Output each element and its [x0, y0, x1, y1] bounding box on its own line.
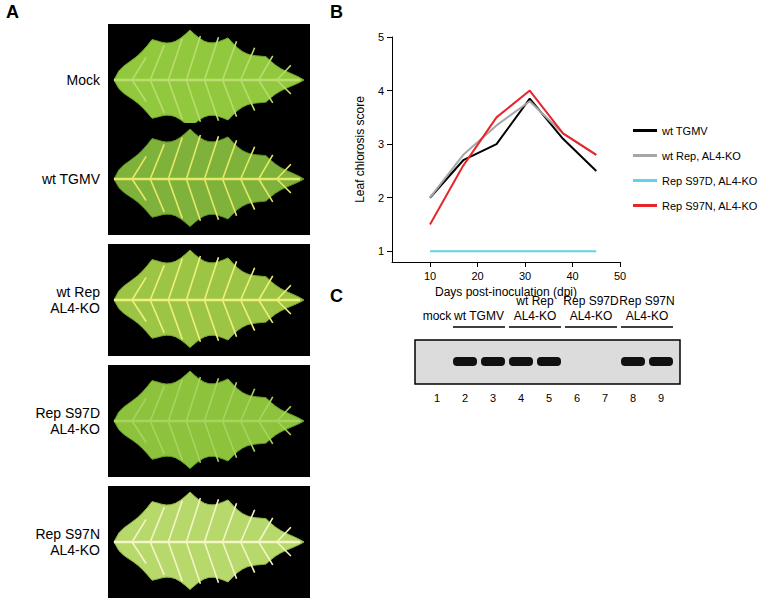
svg-text:9: 9 — [658, 392, 664, 404]
svg-text:8: 8 — [630, 392, 636, 404]
svg-text:1: 1 — [378, 245, 384, 257]
svg-text:AL4-KO: AL4-KO — [50, 300, 100, 316]
svg-text:mock: mock — [423, 309, 453, 323]
svg-text:AL4-KO: AL4-KO — [50, 542, 100, 558]
svg-text:5: 5 — [546, 392, 552, 404]
svg-text:40: 40 — [566, 270, 578, 282]
svg-text:50: 50 — [614, 270, 626, 282]
svg-text:wt Rep, AL4-KO: wt Rep, AL4-KO — [661, 150, 741, 162]
svg-text:Days post-inoculation (dpi): Days post-inoculation (dpi) — [435, 285, 577, 299]
svg-text:Rep S97D: Rep S97D — [563, 294, 619, 308]
svg-text:Rep S97N, AL4-KO: Rep S97N, AL4-KO — [662, 200, 758, 212]
svg-text:3: 3 — [378, 138, 384, 150]
svg-text:AL4-KO: AL4-KO — [514, 309, 557, 323]
svg-text:Rep S97N: Rep S97N — [619, 294, 674, 308]
svg-text:wt TGMV: wt TGMV — [453, 309, 504, 323]
svg-text:AL4-KO: AL4-KO — [50, 421, 100, 437]
svg-text:1: 1 — [434, 392, 440, 404]
svg-text:2: 2 — [378, 192, 384, 204]
svg-text:30: 30 — [519, 270, 531, 282]
svg-text:2: 2 — [462, 392, 468, 404]
svg-text:Rep S97D, AL4-KO: Rep S97D, AL4-KO — [662, 175, 758, 187]
svg-text:Mock: Mock — [67, 72, 101, 88]
svg-text:3: 3 — [490, 392, 496, 404]
svg-text:6: 6 — [574, 392, 580, 404]
svg-text:B: B — [330, 2, 343, 22]
svg-text:AL4-KO: AL4-KO — [570, 309, 613, 323]
svg-text:10: 10 — [424, 270, 436, 282]
svg-text:4: 4 — [518, 392, 524, 404]
svg-text:wt TGMV: wt TGMV — [661, 125, 708, 137]
svg-text:AL4-KO: AL4-KO — [626, 309, 669, 323]
svg-text:C: C — [330, 286, 343, 306]
svg-text:A: A — [6, 2, 19, 22]
svg-text:wt Rep: wt Rep — [515, 294, 554, 308]
svg-text:Leaf chlorosis score: Leaf chlorosis score — [353, 96, 367, 203]
svg-text:wt TGMV: wt TGMV — [41, 171, 101, 187]
svg-text:7: 7 — [602, 392, 608, 404]
svg-text:Rep S97N: Rep S97N — [35, 526, 100, 542]
svg-text:4: 4 — [378, 85, 384, 97]
svg-text:wt Rep: wt Rep — [55, 284, 100, 300]
svg-text:Rep S97D: Rep S97D — [35, 405, 100, 421]
svg-text:20: 20 — [471, 270, 483, 282]
svg-text:5: 5 — [378, 31, 384, 43]
